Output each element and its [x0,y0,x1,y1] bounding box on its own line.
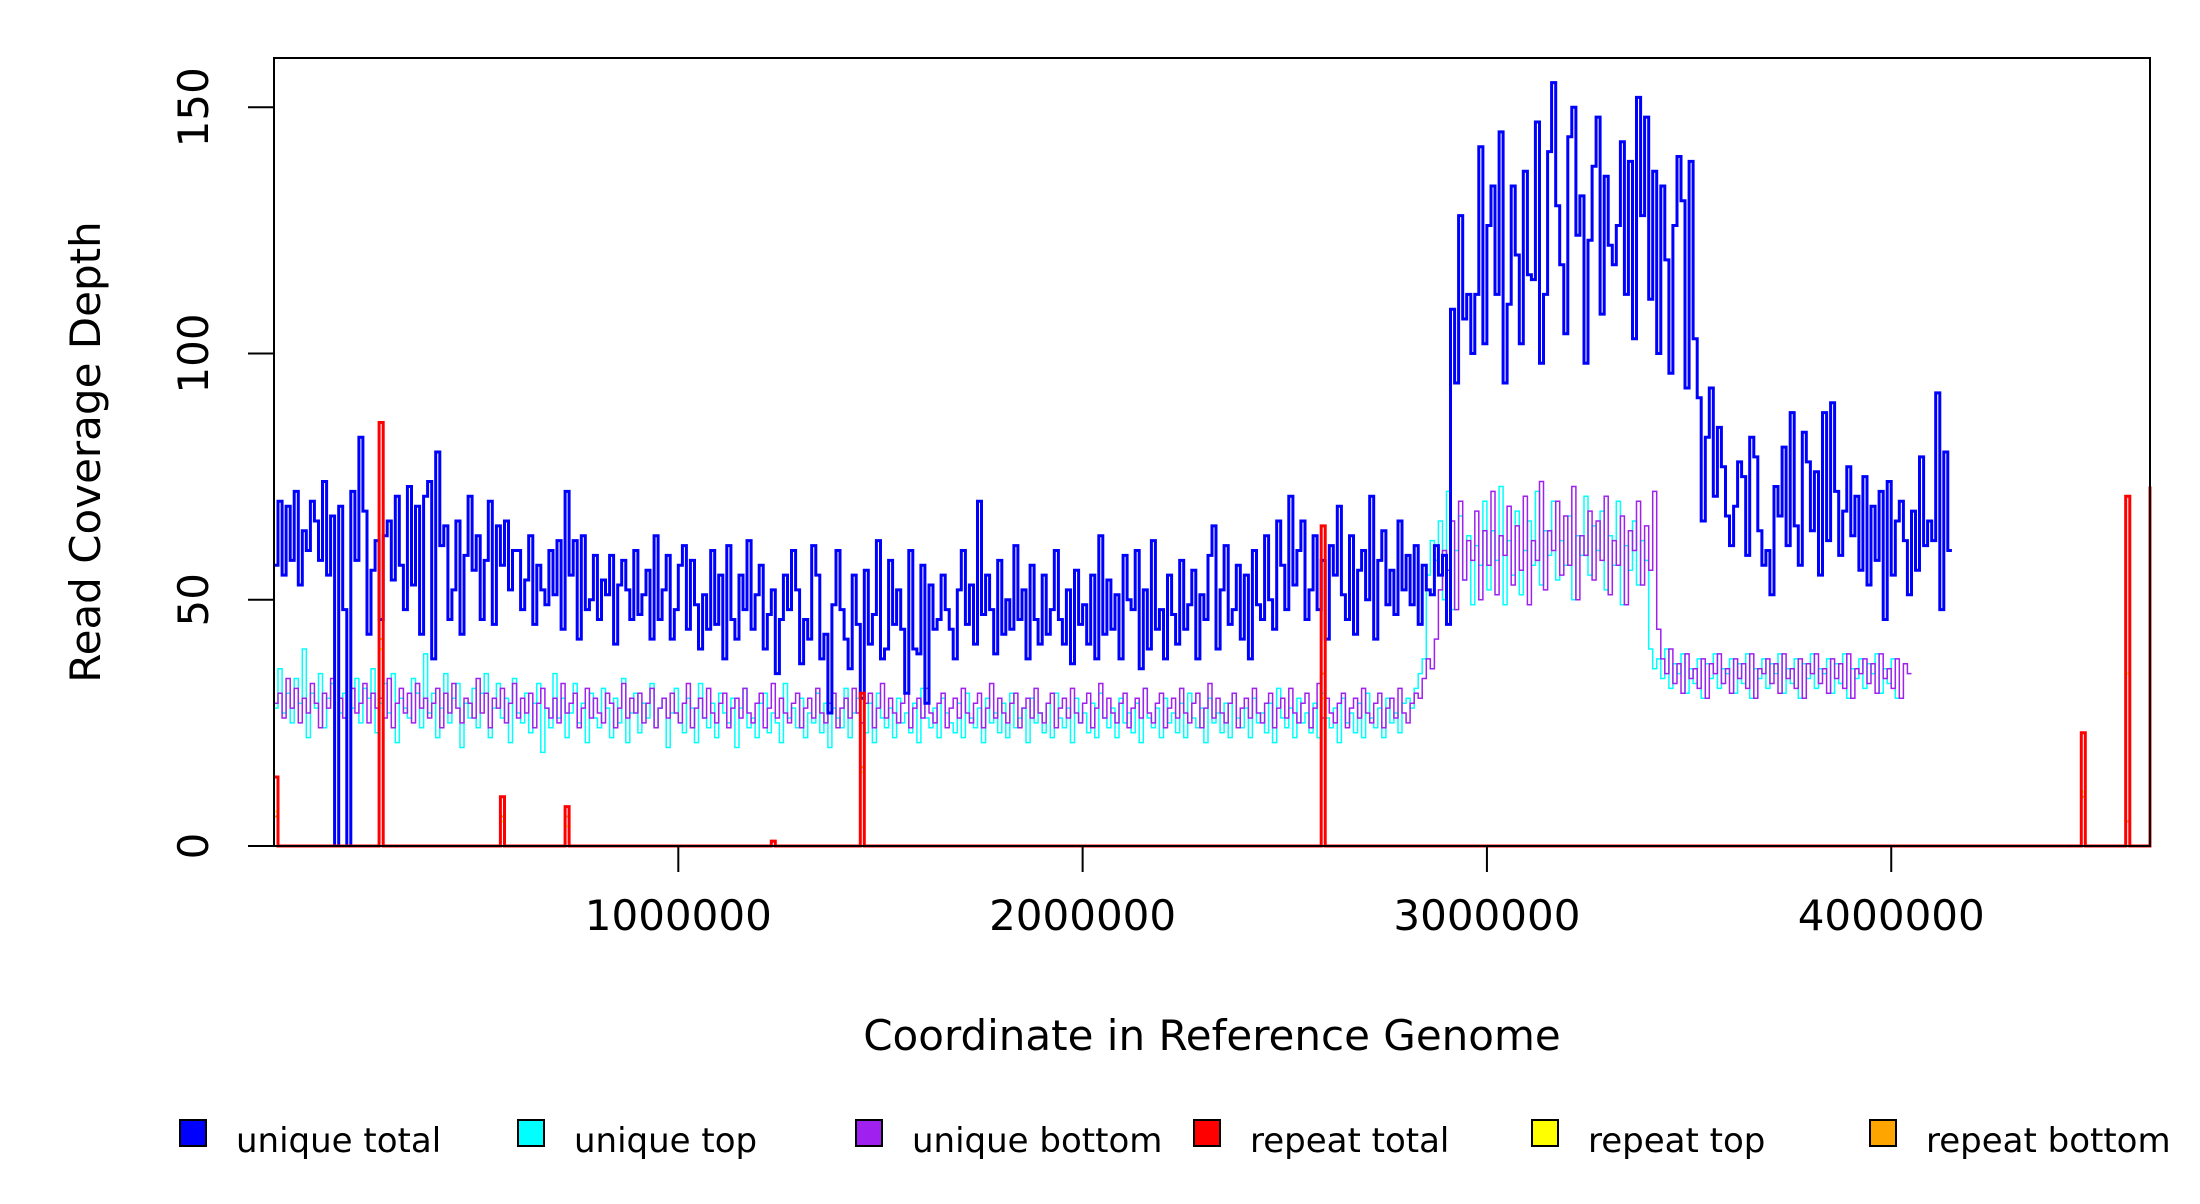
legend-item-repeat-total: repeat total [1193,1119,1449,1161]
legend-label: unique top [574,1121,757,1161]
legend-swatch [179,1119,207,1147]
plot-frame [273,57,2151,847]
series-unique-bottom [274,480,1912,847]
legend-label: unique total [236,1121,441,1161]
y-tick-label: 150 [169,67,218,147]
legend-item-unique-bottom: unique bottom [855,1119,1162,1161]
y-tick-label: 50 [169,573,218,626]
legend-label: repeat bottom [1926,1121,2171,1161]
legend-item-repeat-top: repeat top [1531,1119,1765,1161]
series-unique-total [274,81,1952,848]
series-repeat-bottom [274,638,2151,847]
legend-swatch [1531,1119,1559,1147]
legend-label: repeat total [1250,1121,1449,1161]
x-tick-label: 1000000 [585,891,772,940]
series-unique-top [274,485,1900,847]
y-tick-label: 0 [169,833,218,860]
x-tick-label: 3000000 [1393,891,1580,940]
legend-item-unique-top: unique top [517,1119,757,1161]
legend-swatch [517,1119,545,1147]
legend-swatch [1869,1119,1897,1147]
legend: unique total unique top unique bottom repea… [179,1119,2171,1161]
series-repeat-total [274,421,2152,848]
x-tick-label: 2000000 [989,891,1176,940]
series-layer [274,81,2152,848]
y-tick-label: 100 [169,313,218,393]
legend-swatch [855,1119,883,1147]
axes-layer: 1000000 2000000 3000000 4000000 0 50 100 150 [169,67,1985,940]
legend-label: unique bottom [912,1121,1162,1161]
x-tick-label: 4000000 [1798,891,1985,940]
legend-item-repeat-bottom: repeat bottom [1869,1119,2171,1161]
legend-label: repeat top [1588,1121,1765,1161]
series-repeat-top [274,648,2151,847]
y-axis-title: Read Coverage Depth [61,221,110,682]
legend-item-unique-total: unique total [179,1119,441,1161]
legend-swatch [1193,1119,1221,1147]
x-axis-title: Coordinate in Reference Genome [863,1011,1561,1060]
